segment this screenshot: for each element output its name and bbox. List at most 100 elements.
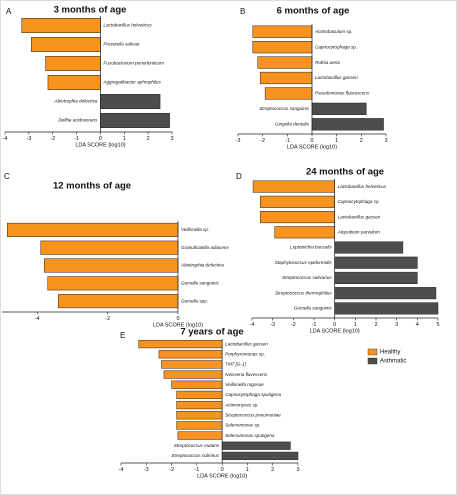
bar: [40, 240, 179, 255]
bar: [171, 380, 223, 389]
panel-letter: C: [4, 172, 10, 181]
bar: [257, 56, 313, 69]
x-tick-label: 3: [296, 467, 299, 473]
bar: [334, 302, 439, 315]
x-tick-label: 3: [170, 136, 173, 142]
bar: [21, 18, 101, 33]
x-tick-label: 2: [147, 136, 150, 142]
category-label: Lactobacillus gasseri: [338, 214, 382, 219]
bar: [221, 441, 291, 450]
bar: [311, 102, 367, 115]
x-tick-label: -1: [194, 467, 199, 473]
panel-letter: E: [120, 331, 125, 340]
bar: [158, 350, 223, 359]
category-label: Gemella sanguinis: [181, 281, 219, 286]
category-label: Gemella sanguinis: [294, 306, 332, 311]
bar: [176, 421, 223, 430]
x-tick-label: -2: [291, 322, 296, 328]
category-label: Streptococcus sobrinus: [171, 453, 219, 458]
chart-title: 6 months of age: [277, 6, 350, 17]
chart-title: 24 months of age: [306, 167, 384, 178]
category-label: Abiotrophia defectiva: [54, 99, 98, 104]
bar: [260, 211, 335, 224]
x-tick-label: 0: [221, 467, 224, 473]
bar: [47, 75, 101, 90]
bar: [100, 94, 161, 109]
x-tick-label: 4: [416, 322, 419, 328]
category-label: Lactobacillus helveticus: [103, 23, 152, 28]
bar: [176, 400, 223, 410]
bar: [138, 339, 223, 349]
x-tick-label: -2: [50, 136, 55, 142]
legend-label: Asthmatic: [380, 359, 406, 365]
x-tick-label: -2: [260, 138, 265, 144]
category-label: Rothia aeria: [315, 60, 340, 65]
bar: [274, 226, 335, 239]
x-tick-label: 5: [436, 322, 439, 328]
chart-title: 7 years of age: [180, 327, 243, 338]
bar: [334, 241, 404, 254]
bar: [221, 451, 299, 461]
legend-swatch: [367, 348, 378, 356]
bar: [334, 287, 437, 300]
x-tick-label: 2: [374, 322, 377, 328]
bar: [260, 195, 335, 208]
bar: [30, 37, 101, 52]
bar: [163, 370, 223, 379]
category-label: Veillonella sp.: [181, 227, 209, 232]
x-tick-label: -3: [26, 136, 31, 142]
x-tick-label: 1: [354, 322, 357, 328]
bar: [252, 25, 313, 38]
x-tick-label: 0: [176, 316, 179, 322]
x-tick-label: -3: [270, 322, 275, 328]
chart-title: 3 months of age: [54, 5, 127, 16]
x-tick-label: -4: [250, 322, 255, 328]
bar: [45, 56, 101, 71]
x-tick-label: -1: [285, 138, 290, 144]
bar: [161, 360, 223, 369]
panel-letter: D: [236, 172, 242, 181]
category-label: Streptococcus thermophilus: [275, 290, 332, 295]
bar: [334, 271, 418, 284]
category-label: Lactobacillus gasseri: [315, 75, 359, 80]
x-tick-label: -1: [312, 322, 317, 328]
x-tick-label: -3: [144, 467, 149, 473]
category-label: Actinobaculum sp.: [314, 29, 353, 34]
x-tick-label: 0: [333, 322, 336, 328]
category-label: Atopobium parvulum: [337, 229, 380, 234]
category-label: Gingella dentalis: [275, 122, 310, 127]
chart-title: 12 months of age: [53, 181, 131, 192]
legend-swatch: [367, 357, 378, 365]
category-label: Aggregatibacter aphrophilus: [102, 80, 161, 85]
category-label: Prevotella salivae: [103, 42, 139, 47]
x-tick-label: 0: [310, 138, 313, 144]
x-tick-label: -4: [35, 316, 40, 322]
category-label: Actinomyces sp.: [224, 402, 258, 407]
x-tick-label: -1: [74, 136, 79, 142]
x-tick-label: -4: [3, 136, 8, 142]
category-label: Porphyromonas sp.: [225, 351, 265, 356]
category-label: Streptococcus sanguinis: [259, 106, 309, 111]
bar: [43, 258, 179, 273]
panel-letter: B: [240, 7, 245, 16]
bar: [259, 71, 313, 85]
x-tick-label: -4: [119, 467, 124, 473]
category-label: Lactobacillus helveticus: [338, 184, 387, 189]
x-axis-label: LDA SCORE (log10): [287, 144, 337, 150]
x-tick-label: -2: [105, 316, 110, 322]
bar: [176, 390, 223, 400]
category-label: Veillonella rogosae: [225, 382, 264, 387]
category-label: Granulicatella adiacens: [181, 245, 229, 250]
x-tick-label: 1: [335, 138, 338, 144]
category-label: Lactobacillus gasseri: [225, 341, 269, 346]
bar: [334, 256, 418, 269]
category-label: Streptococcus pneumoniae: [225, 412, 281, 417]
category-label: Capnocytophaga sputigena: [225, 392, 281, 397]
category-label: Selenomonas sp.: [225, 423, 261, 428]
bar: [58, 294, 179, 309]
x-axis-label: LDA SCORE (log10): [310, 328, 360, 334]
category-label: Selenomonas sputigena: [225, 433, 275, 438]
category-label: TM7 [G-1]: [225, 362, 246, 367]
bar: [264, 87, 313, 100]
